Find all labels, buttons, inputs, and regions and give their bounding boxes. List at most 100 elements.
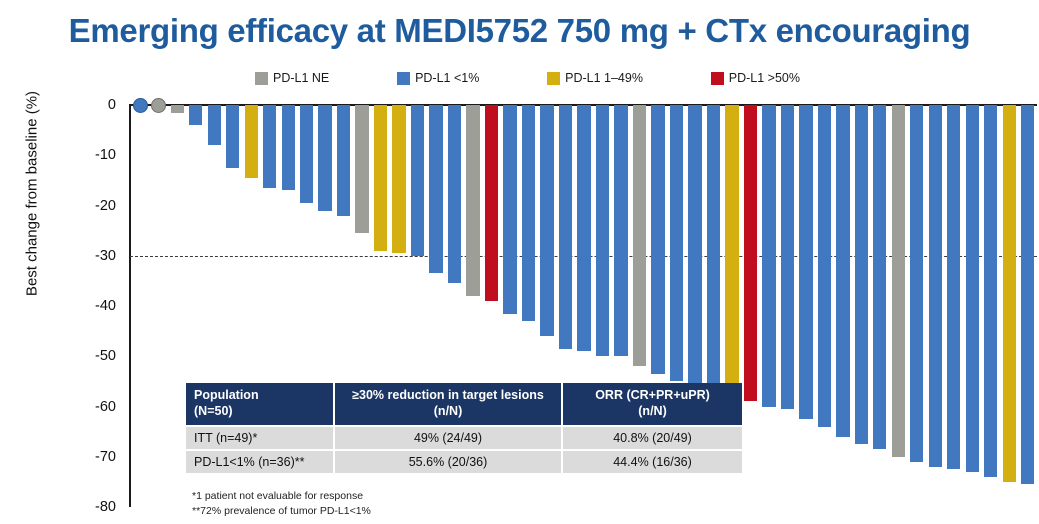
y-tick-label: 0: [107, 97, 116, 113]
bar: [725, 105, 739, 397]
header-line-1: ORR (CR+PR+uPR): [595, 388, 710, 402]
y-tick-label: -20: [95, 197, 116, 214]
header-line-2: (n/N): [638, 403, 667, 418]
bar: [743, 105, 758, 402]
bar: [447, 105, 462, 284]
bar: [632, 105, 647, 367]
y-tick-label: -60: [95, 398, 116, 415]
bar: [373, 105, 388, 251]
bar: [577, 105, 591, 352]
bar: [817, 105, 832, 427]
bar: [170, 105, 184, 113]
bar: [336, 105, 351, 216]
legend-swatch-icon: [397, 71, 411, 85]
data-point-marker: [151, 97, 167, 113]
y-tick-label: -30: [95, 247, 116, 264]
cell-orr: 44.4% (16/36): [562, 449, 742, 474]
bar: [263, 105, 277, 188]
y-tick-label: -10: [95, 147, 116, 164]
bar: [891, 105, 905, 457]
bar: [558, 105, 573, 349]
bar: [466, 105, 480, 296]
header-line-1: ≥30% reduction in target lesions: [352, 388, 544, 402]
legend-item-1_49: PD-L1 1–49%: [547, 71, 643, 85]
header-line-2: (n/N): [433, 403, 463, 418]
header-orr: ORR (CR+PR+uPR) (n/N): [562, 383, 742, 427]
header-reduction: ≥30% reduction in target lesions (n/N): [334, 383, 563, 427]
header-population: Population (N=50): [186, 383, 335, 427]
table-body: ITT (n=49)* 49% (24/49) 40.8% (20/49) PD-L1…: [186, 425, 742, 474]
bar: [873, 105, 887, 450]
legend-label: PD-L1 >50%: [728, 71, 800, 85]
bar: [651, 105, 665, 374]
y-tick-label: -40: [95, 298, 116, 314]
bar: [1002, 105, 1016, 482]
bar: [836, 105, 850, 437]
table-row: PD-L1<1% (n=36)** 55.6% (20/36) 44.4% (16/…: [186, 449, 742, 474]
bar: [207, 105, 221, 146]
bar: [1021, 105, 1035, 485]
y-tick-label: -70: [95, 448, 116, 465]
legend-item-gt50: PD-L1 >50%: [710, 71, 800, 85]
bar: [410, 105, 425, 256]
bar: [318, 105, 332, 211]
table-row: ITT (n=49)* 49% (24/49) 40.8% (20/49): [186, 425, 742, 451]
bar: [189, 105, 203, 126]
footnotes: *1 patient not evaluable for response **7…: [192, 489, 371, 519]
y-tick-label: -80: [95, 499, 116, 515]
data-point-marker: [132, 97, 148, 113]
bar: [281, 105, 295, 191]
bar: [928, 105, 942, 467]
legend-swatch-icon: [710, 71, 724, 85]
bar: [355, 105, 369, 234]
legend-item-ne: PD-L1 NE: [255, 71, 329, 85]
bar: [910, 105, 924, 462]
header-line-1: Population: [194, 388, 259, 402]
bar: [965, 105, 979, 472]
bar: [780, 105, 795, 409]
bar: [484, 105, 499, 301]
cell-population: ITT (n=49)*: [186, 425, 335, 451]
bar: [503, 105, 517, 314]
cell-population: PD-L1<1% (n=36)**: [186, 449, 335, 474]
header-line-2: (N=50): [194, 403, 233, 418]
bar: [521, 105, 536, 322]
legend-label: PD-L1 1–49%: [565, 71, 643, 85]
y-axis-line: [129, 104, 131, 507]
y-axis-title: Best change from baseline (%): [23, 90, 41, 297]
bar: [688, 105, 702, 384]
bar: [299, 105, 314, 203]
legend-swatch-icon: [255, 71, 268, 85]
bar: [595, 105, 610, 357]
footnote: **72% prevalence of tumor PD-L1<1%: [192, 505, 371, 518]
bar: [706, 105, 721, 389]
bar: [429, 105, 443, 274]
cell-reduction: 49% (24/49): [334, 425, 563, 451]
legend-swatch-icon: [547, 71, 561, 85]
bar: [669, 105, 684, 382]
cell-reduction: 55.6% (20/36): [334, 449, 563, 474]
legend-label: PD-L1 <1%: [415, 71, 480, 85]
bar: [984, 105, 998, 477]
cell-orr: 40.8% (20/49): [562, 425, 742, 451]
table-head: Population (N=50) ≥30% reduction in targe…: [186, 383, 742, 427]
bar: [244, 105, 258, 178]
bar: [799, 105, 813, 420]
y-tick-label: -50: [95, 348, 116, 365]
legend-item-lt1: PD-L1 <1%: [397, 71, 479, 85]
bar: [947, 105, 961, 470]
results-table: Population (N=50) ≥30% reduction in targe…: [186, 383, 742, 474]
page-title: Emerging efficacy at MEDI5752 750 mg + C…: [68, 12, 971, 49]
bar: [614, 105, 628, 357]
table-header-row: Population (N=50) ≥30% reduction in targe…: [186, 383, 742, 427]
y-axis-ticks: 0 -10 -20 -30 -40 -50 -60 -70 -80: [78, 0, 122, 524]
chart-legend: PD-L1 NE PD-L1 <1% PD-L1 1–49% PD-L1 >50%: [255, 71, 800, 85]
bar: [762, 105, 776, 407]
bar: [226, 105, 240, 168]
bar: [854, 105, 868, 445]
bar: [392, 105, 406, 254]
bar-series: [131, 97, 1037, 507]
bar: [540, 105, 554, 337]
